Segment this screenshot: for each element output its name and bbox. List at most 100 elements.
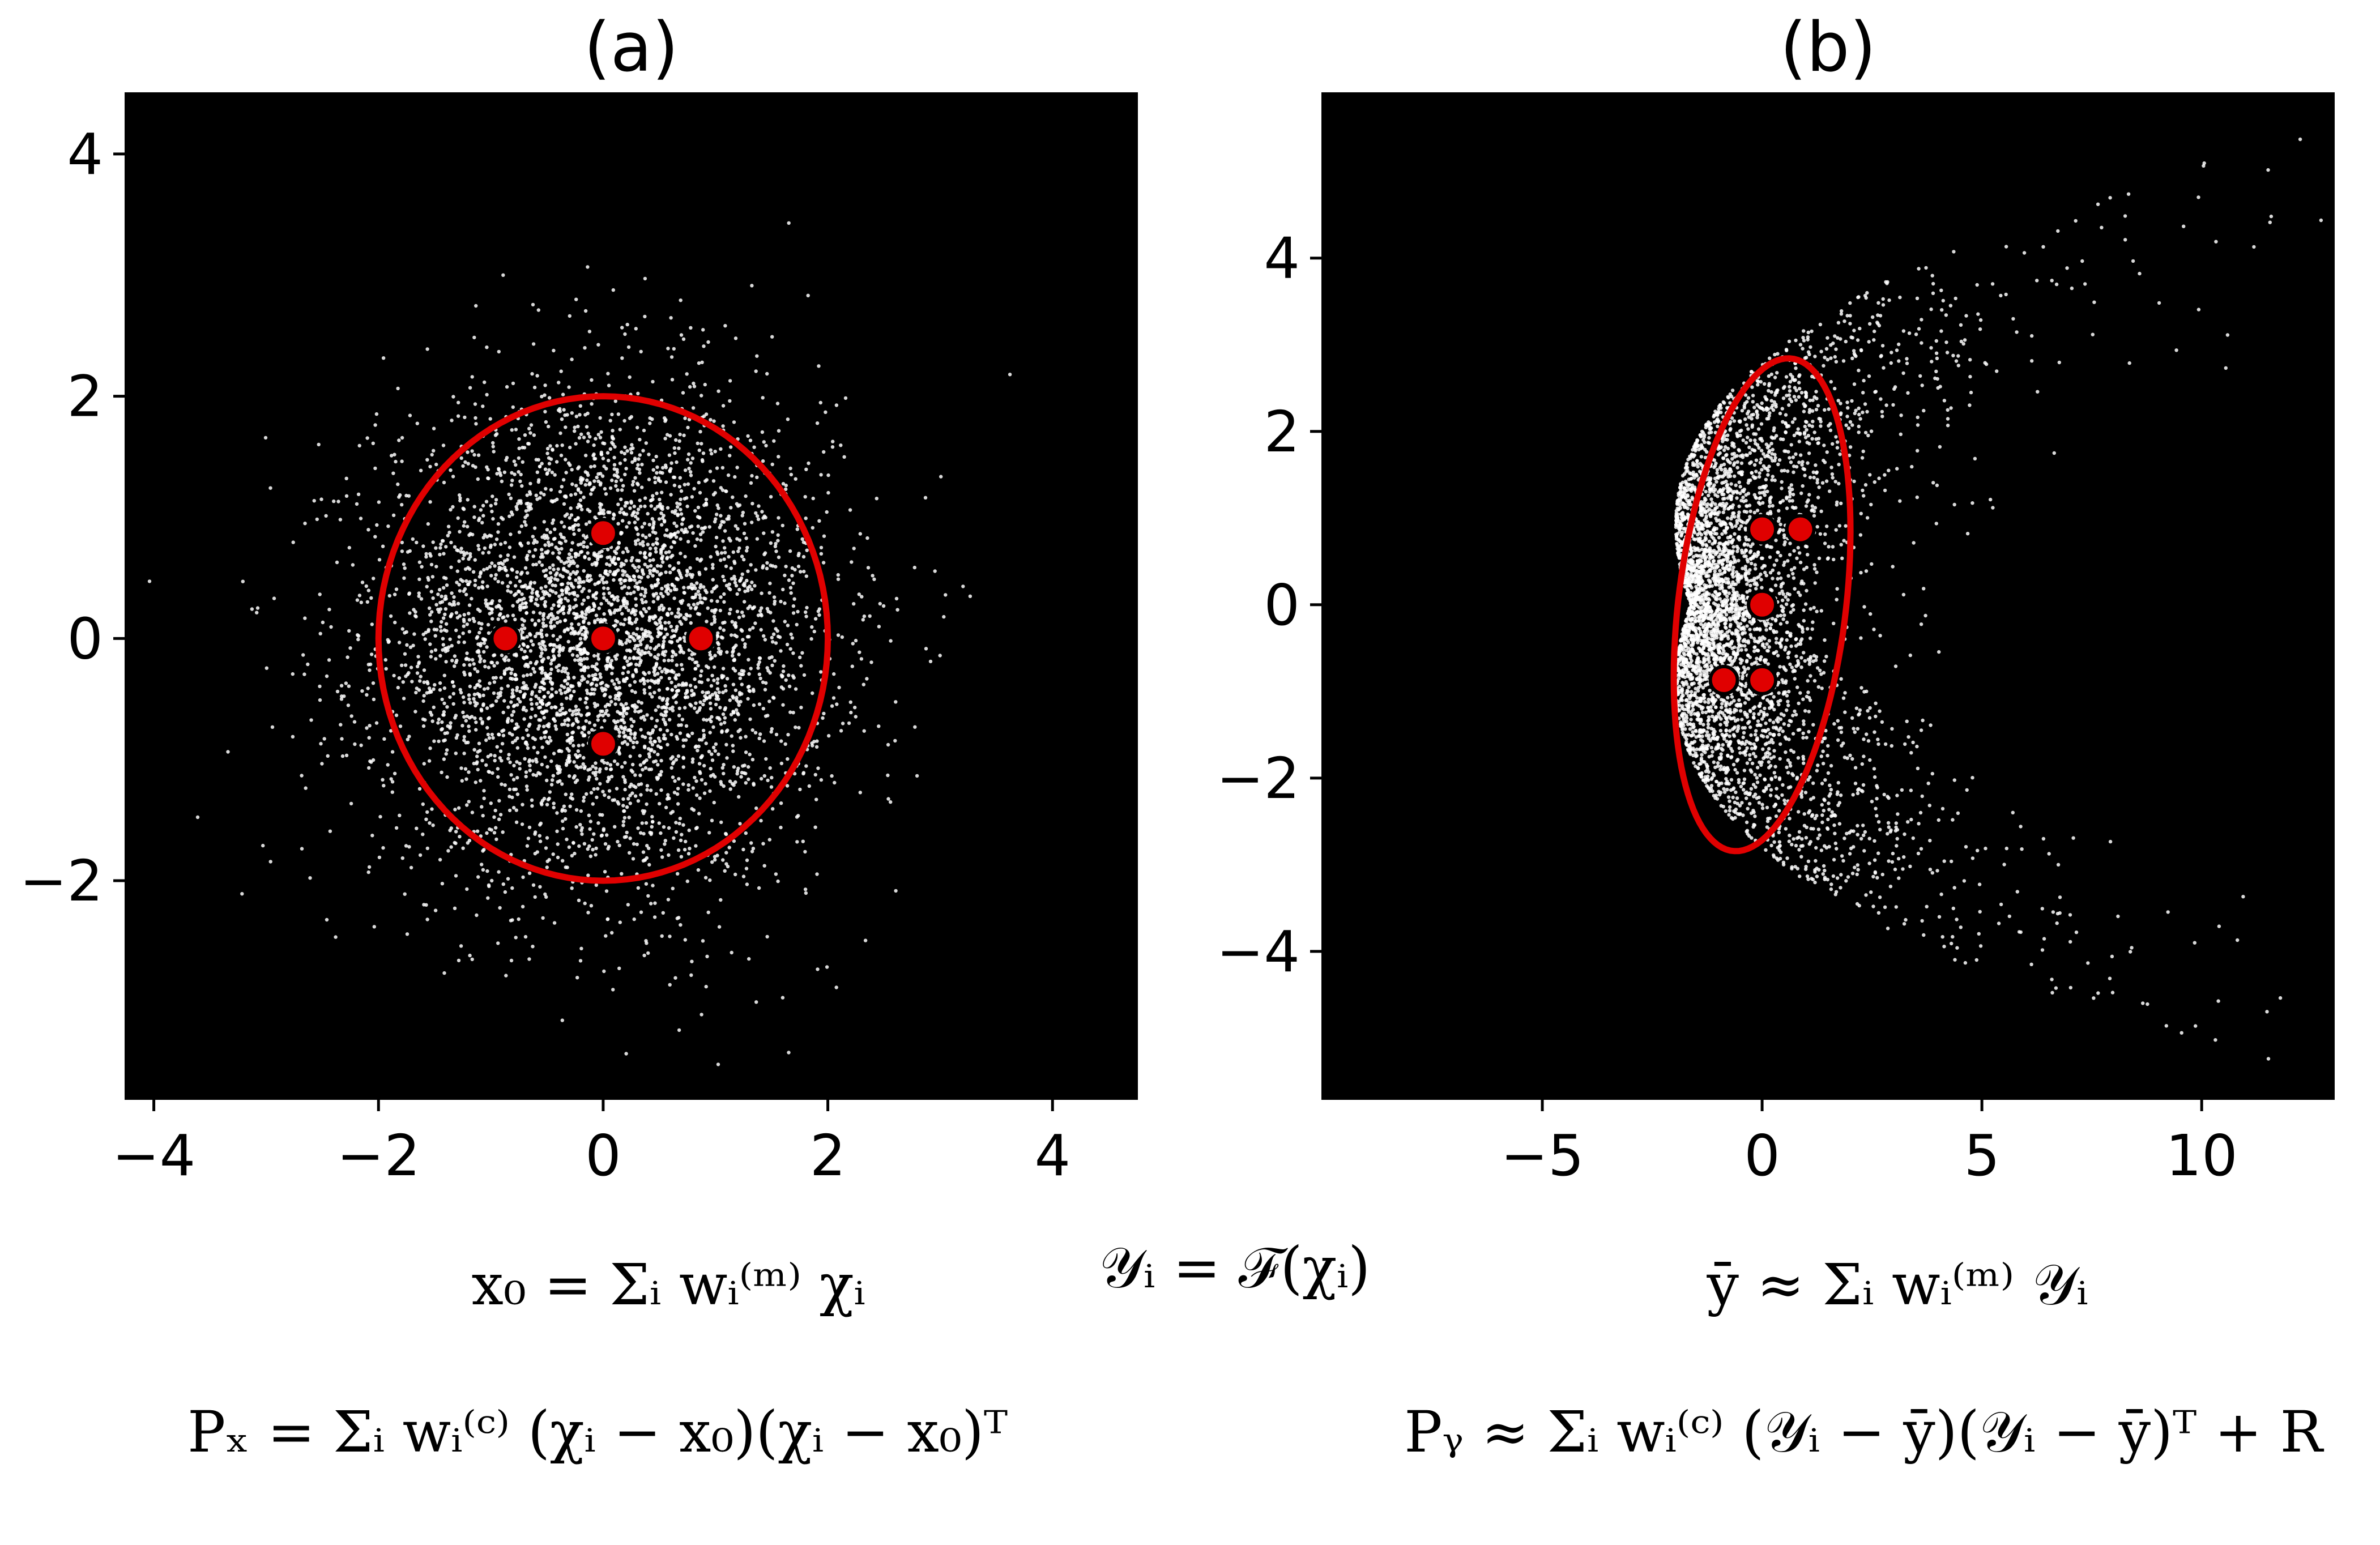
scatter-point (368, 724, 372, 728)
scatter-point (430, 610, 434, 614)
scatter-point (658, 695, 662, 700)
scatter-point (543, 393, 547, 397)
scatter-point (651, 884, 655, 887)
scatter-point (500, 686, 504, 691)
scatter-point (1829, 887, 1833, 891)
scatter-point (433, 908, 438, 912)
scatter-point (788, 647, 792, 651)
scatter-point (468, 386, 472, 390)
scatter-point (613, 596, 617, 600)
scatter-point (816, 766, 820, 770)
scatter-point (559, 369, 563, 373)
scatter-point (781, 669, 786, 673)
scatter-point (676, 607, 681, 612)
scatter-point (594, 596, 598, 600)
scatter-point (703, 876, 708, 880)
scatter-point (572, 591, 577, 595)
scatter-point (456, 516, 460, 520)
scatter-point (480, 622, 484, 626)
scatter-point (432, 739, 436, 743)
scatter-point (412, 608, 416, 612)
scatter-point (482, 650, 486, 654)
scatter-point (321, 620, 325, 625)
scatter-point (542, 710, 546, 715)
scatter-point (582, 657, 586, 661)
scatter-point (623, 778, 627, 782)
scatter-point (663, 534, 667, 537)
scatter-point (374, 412, 379, 416)
scatter-point (659, 626, 664, 630)
scatter-point (553, 724, 557, 728)
scatter-point (552, 643, 556, 647)
scatter-point (425, 917, 429, 921)
scatter-point (1797, 395, 1801, 399)
scatter-point (756, 663, 761, 667)
scatter-point (1858, 708, 1862, 712)
scatter-point (659, 831, 663, 835)
scatter-point (552, 537, 556, 541)
scatter-point (889, 800, 893, 804)
scatter-point (604, 889, 609, 893)
scatter-point (659, 592, 663, 596)
scatter-point (715, 513, 719, 517)
scatter-point (621, 820, 626, 823)
scatter-point (1765, 712, 1769, 717)
scatter-point (736, 549, 740, 553)
scatter-point (862, 729, 866, 733)
scatter-point (740, 572, 744, 577)
scatter-point (666, 702, 669, 706)
scatter-point (500, 782, 504, 786)
scatter-point (506, 589, 510, 593)
scatter-point (771, 640, 775, 644)
scatter-point (649, 902, 653, 906)
scatter-point (467, 724, 471, 728)
scatter-point (633, 476, 637, 480)
scatter-point (754, 806, 758, 810)
scatter-point (580, 590, 584, 594)
scatter-point (403, 892, 407, 896)
scatter-point (417, 560, 422, 564)
scatter-point (557, 749, 562, 753)
scatter-point (795, 622, 799, 627)
scatter-point (492, 664, 496, 668)
scatter-point (644, 535, 648, 539)
scatter-point (467, 612, 471, 616)
scatter-point (578, 682, 582, 686)
scatter-point (635, 511, 639, 515)
scatter-point (618, 462, 622, 466)
scatter-point (642, 607, 646, 611)
scatter-point (371, 441, 375, 445)
scatter-point (488, 565, 492, 569)
scatter-point (521, 460, 524, 464)
scatter-point (671, 553, 675, 558)
scatter-point (624, 467, 628, 471)
scatter-point (378, 814, 382, 819)
scatter-point (534, 694, 538, 698)
scatter-point (586, 911, 590, 915)
scatter-point (454, 841, 458, 846)
scatter-point (719, 514, 723, 518)
scatter-point (1964, 314, 1968, 318)
scatter-point (708, 653, 713, 657)
scatter-point (558, 532, 562, 536)
scatter-point (628, 656, 632, 660)
scatter-point (694, 592, 698, 596)
scatter-point (628, 617, 632, 621)
scatter-point (719, 722, 723, 726)
scatter-point (645, 802, 649, 806)
scatter-point (585, 478, 589, 483)
scatter-point (573, 425, 577, 429)
scatter-point (603, 687, 607, 691)
scatter-point (968, 594, 973, 599)
scatter-point (663, 842, 667, 846)
scatter-point (644, 600, 648, 604)
scatter-point (605, 761, 609, 765)
scatter-point (606, 573, 610, 577)
scatter-point (716, 752, 720, 757)
scatter-point (655, 719, 659, 723)
scatter-point (549, 575, 553, 580)
scatter-point (2050, 978, 2054, 981)
scatter-point (683, 938, 688, 942)
scatter-point (655, 465, 659, 470)
scatter-point (632, 510, 636, 514)
